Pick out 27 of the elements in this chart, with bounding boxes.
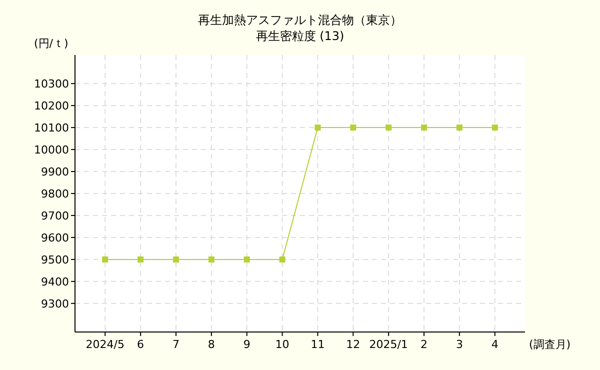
x-tick-label: 9 xyxy=(243,338,250,351)
x-tick-label: 6 xyxy=(137,338,144,351)
y-tick-label: 10300 xyxy=(34,77,69,90)
y-tick-label: 10000 xyxy=(34,143,69,156)
y-axis-title: (円/ｔ) xyxy=(34,37,68,50)
x-tick-label: 2 xyxy=(420,338,428,351)
x-axis-title: (調査月) xyxy=(529,338,571,351)
x-tick-label: 11 xyxy=(310,338,325,351)
y-tick-label: 9800 xyxy=(41,187,69,200)
y-tick-label: 9600 xyxy=(41,231,69,244)
x-tick-label: 10 xyxy=(275,338,290,351)
y-tick-label: 10200 xyxy=(34,99,69,112)
y-tick-label: 9900 xyxy=(41,165,69,178)
y-tick-label: 10100 xyxy=(34,121,69,134)
x-tick-label: 3 xyxy=(456,338,463,351)
y-tick-label: 9300 xyxy=(41,297,69,310)
chart-title: 再生加熱アスファルト混合物（東京） xyxy=(198,13,402,27)
x-tick-label: 4 xyxy=(491,338,498,351)
x-tick-label: 2024/5 xyxy=(86,338,124,351)
y-tick-label: 9400 xyxy=(41,275,69,288)
x-tick-label: 12 xyxy=(346,338,360,351)
x-tick-label: 7 xyxy=(172,338,180,351)
y-tick-label: 9700 xyxy=(41,209,69,222)
chart-subtitle: 再生密粒度 (13) xyxy=(256,29,344,43)
x-tick-label: 2025/1 xyxy=(369,338,408,351)
y-tick-label: 9500 xyxy=(41,253,69,266)
x-tick-label: 8 xyxy=(208,338,215,351)
